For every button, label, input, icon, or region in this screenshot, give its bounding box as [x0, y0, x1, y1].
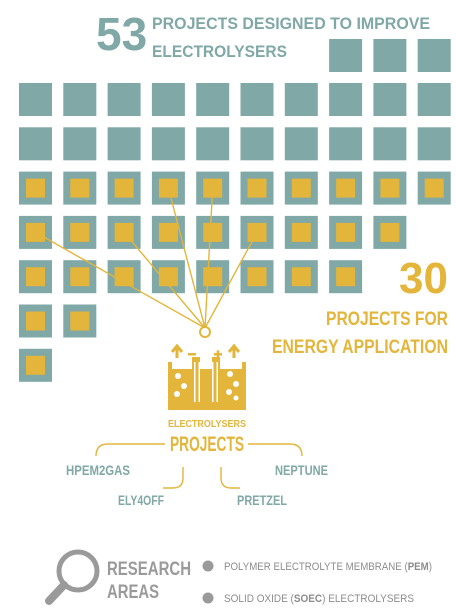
research-area-pem-post: ) [429, 561, 432, 573]
project-name-pretzel: PRETZEL [237, 492, 287, 508]
energy-project-marker [26, 355, 45, 375]
project-tile [19, 127, 52, 161]
energy-project-marker [26, 178, 45, 198]
energy-project-marker [26, 311, 45, 331]
project-name-neptune: NEPTUNE [275, 462, 328, 478]
connector-line [123, 231, 206, 329]
project-tile [240, 127, 274, 161]
energy-projects-count: 30 [399, 254, 448, 303]
project-tile [196, 127, 230, 161]
research-area-pem: POLYMER ELECTROLYTE MEMBRANE (PEM) [224, 561, 432, 573]
research-title-line-1: RESEARCH [107, 559, 191, 580]
energy-project-marker [291, 222, 311, 242]
energy-project-marker [424, 178, 444, 198]
header-line-1: PROJECTS DESIGNED TO IMPROVE [152, 14, 430, 33]
energy-project-marker [291, 267, 311, 287]
energy-project-marker [203, 267, 223, 287]
connector-line [204, 188, 214, 329]
device-label-small: ELECTROLYSERS [168, 418, 246, 430]
project-tile [107, 83, 141, 116]
project-tile [417, 127, 451, 161]
project-tile [373, 83, 407, 116]
project-tile [151, 127, 185, 161]
research-area-soec-pre: SOLID OXIDE ( [224, 593, 294, 605]
header-line-2: ELECTROLYSERS [152, 42, 287, 61]
project-tile [151, 83, 185, 116]
research-bullet-1 [202, 560, 214, 572]
energy-project-marker [158, 267, 178, 287]
energy-project-marker [336, 267, 356, 287]
project-tile [284, 83, 318, 116]
energy-project-marker [336, 222, 356, 242]
connector-line [35, 231, 206, 329]
energy-project-marker [247, 178, 267, 198]
energy-project-marker [114, 178, 134, 198]
energy-project-marker [380, 222, 400, 242]
project-tile [417, 39, 451, 72]
connector-line [204, 232, 258, 329]
energy-project-marker [26, 267, 45, 287]
research-area-pem-pre: POLYMER ELECTROLYTE MEMBRANE ( [224, 561, 408, 573]
research-area-pem-bold: PEM [408, 561, 429, 573]
connector-line [167, 187, 206, 329]
energy-project-marker [247, 267, 267, 287]
project-tile [373, 39, 407, 72]
project-tile [63, 127, 97, 161]
project-tile [373, 127, 407, 161]
project-tile [107, 127, 141, 161]
energy-project-marker [114, 267, 134, 287]
research-title-line-2: AREAS [107, 582, 159, 603]
project-tile [19, 83, 52, 116]
project-tile [329, 83, 363, 116]
energy-project-marker [380, 178, 400, 198]
project-tile [196, 83, 230, 116]
total-projects-count: 53 [96, 8, 147, 60]
highlight-line-2: ENERGY APPLICATION [272, 337, 448, 358]
research-bullet-2 [202, 592, 214, 604]
energy-project-marker [158, 222, 178, 242]
project-tile-grid [19, 39, 451, 382]
research-area-soec-post: ) ELECTROLYSERS [322, 593, 414, 605]
project-name-hpem2gas: HPEM2GAS [66, 462, 130, 478]
project-tile [240, 83, 274, 116]
project-tile [284, 127, 318, 161]
project-brackets [95, 443, 303, 489]
energy-project-marker [291, 178, 311, 198]
highlight-line-1: PROJECTS FOR [326, 309, 448, 330]
tile-connectors [35, 187, 258, 329]
energy-project-marker [70, 222, 90, 242]
magnifier-icon [45, 549, 100, 605]
research-area-soec-bold: SOEC [294, 593, 322, 605]
project-tile [417, 83, 451, 116]
connector-hub [199, 326, 211, 338]
energy-project-marker [203, 222, 223, 242]
energy-project-marker [70, 311, 90, 331]
project-tile [329, 39, 363, 72]
energy-project-marker [336, 178, 356, 198]
project-name-ely4off: ELY4OFF [118, 492, 164, 508]
device-label-big: PROJECTS [170, 433, 244, 456]
research-area-soec: SOLID OXIDE (SOEC) ELECTROLYSERS [224, 593, 414, 605]
electrolyser-icon [168, 343, 246, 410]
project-tile [63, 83, 97, 116]
energy-project-marker [70, 178, 90, 198]
energy-project-marker [70, 267, 90, 287]
project-tile [329, 127, 363, 161]
